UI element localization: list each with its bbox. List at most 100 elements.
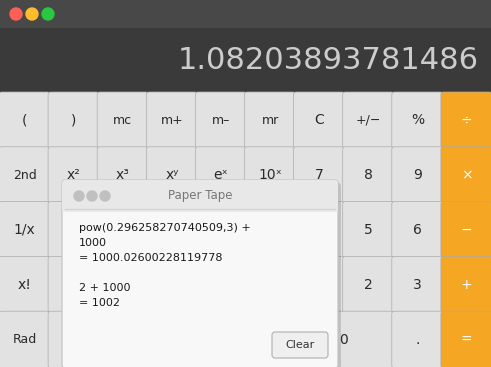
Text: 8: 8 (364, 168, 373, 182)
Bar (0, 0, 491, 28)
Text: .: . (415, 333, 419, 346)
Text: mc: mc (113, 114, 132, 127)
FancyBboxPatch shape (195, 201, 246, 258)
FancyBboxPatch shape (0, 257, 50, 313)
Text: pow(0.296258270740509,3) +: pow(0.296258270740509,3) + (79, 223, 251, 233)
FancyBboxPatch shape (48, 257, 99, 313)
FancyBboxPatch shape (392, 201, 443, 258)
Text: 4: 4 (315, 223, 324, 237)
Text: = 1000.02600228119778: = 1000.02600228119778 (79, 253, 222, 263)
FancyBboxPatch shape (195, 147, 246, 204)
FancyBboxPatch shape (62, 180, 338, 212)
Text: s: s (70, 333, 77, 346)
Text: xʸ: xʸ (165, 168, 179, 182)
Text: −: − (461, 223, 472, 237)
FancyBboxPatch shape (245, 92, 296, 149)
FancyBboxPatch shape (392, 257, 443, 313)
Text: x!: x! (18, 278, 31, 292)
Text: 2nd: 2nd (13, 169, 36, 182)
FancyBboxPatch shape (392, 92, 443, 149)
FancyBboxPatch shape (441, 311, 491, 367)
FancyBboxPatch shape (0, 311, 50, 367)
FancyBboxPatch shape (294, 201, 345, 258)
FancyBboxPatch shape (146, 92, 197, 149)
Text: 2: 2 (364, 278, 373, 292)
Bar (0, 28, 491, 93)
Bar (65, 183, 335, 209)
Text: m–: m– (212, 114, 230, 127)
FancyBboxPatch shape (441, 201, 491, 258)
FancyBboxPatch shape (65, 183, 341, 367)
Text: ): ) (71, 113, 76, 127)
FancyBboxPatch shape (97, 201, 148, 258)
Text: 1: 1 (315, 278, 324, 292)
FancyBboxPatch shape (441, 92, 491, 149)
FancyBboxPatch shape (0, 201, 50, 258)
Text: and: and (111, 333, 135, 346)
Text: mr: mr (261, 114, 279, 127)
Text: 10ˣ: 10ˣ (258, 168, 282, 182)
FancyBboxPatch shape (294, 311, 394, 367)
FancyBboxPatch shape (97, 311, 148, 367)
Text: ÷: ÷ (461, 113, 472, 127)
Text: log₁₀: log₁₀ (254, 223, 286, 237)
FancyBboxPatch shape (48, 147, 99, 204)
Text: x√y: x√y (159, 223, 185, 237)
Circle shape (100, 191, 110, 201)
Text: %: % (411, 113, 424, 127)
FancyBboxPatch shape (343, 201, 394, 258)
Circle shape (74, 191, 84, 201)
Text: 9: 9 (413, 168, 422, 182)
FancyBboxPatch shape (343, 92, 394, 149)
FancyBboxPatch shape (48, 311, 99, 367)
Text: 1.08203893781486: 1.08203893781486 (178, 46, 479, 75)
Text: 7: 7 (315, 168, 324, 182)
Circle shape (42, 8, 54, 20)
FancyBboxPatch shape (245, 147, 296, 204)
FancyBboxPatch shape (48, 201, 99, 258)
FancyBboxPatch shape (0, 92, 50, 149)
Text: 0: 0 (339, 333, 348, 346)
Text: ln: ln (215, 223, 227, 237)
Text: eˣ: eˣ (214, 168, 228, 182)
FancyBboxPatch shape (294, 92, 345, 149)
Text: 3√x: 3√x (110, 223, 136, 237)
Text: =: = (461, 333, 472, 346)
Circle shape (26, 8, 38, 20)
FancyBboxPatch shape (195, 92, 246, 149)
Text: 1000: 1000 (79, 238, 107, 248)
Text: s: s (70, 278, 77, 292)
FancyBboxPatch shape (294, 257, 345, 313)
Text: C: C (314, 113, 324, 127)
Text: = 1002: = 1002 (79, 298, 120, 308)
FancyBboxPatch shape (97, 147, 148, 204)
Text: 5: 5 (364, 223, 373, 237)
Text: Clear: Clear (285, 340, 315, 350)
Text: 2√x: 2√x (61, 223, 86, 237)
FancyBboxPatch shape (343, 147, 394, 204)
Circle shape (10, 8, 22, 20)
FancyBboxPatch shape (97, 92, 148, 149)
FancyBboxPatch shape (294, 147, 345, 204)
FancyBboxPatch shape (48, 92, 99, 149)
Text: x³: x³ (116, 168, 130, 182)
FancyBboxPatch shape (343, 257, 394, 313)
Text: EE: EE (114, 278, 132, 292)
Text: Rad: Rad (12, 333, 37, 346)
Text: +: + (461, 278, 472, 292)
Circle shape (87, 191, 97, 201)
Text: (: ( (22, 113, 27, 127)
FancyBboxPatch shape (245, 201, 296, 258)
FancyBboxPatch shape (146, 201, 197, 258)
FancyBboxPatch shape (441, 147, 491, 204)
FancyBboxPatch shape (392, 147, 443, 204)
Text: m+: m+ (161, 114, 183, 127)
Text: Paper Tape: Paper Tape (168, 189, 232, 203)
FancyBboxPatch shape (62, 180, 338, 367)
Text: 2 + 1000: 2 + 1000 (79, 283, 131, 293)
FancyBboxPatch shape (441, 257, 491, 313)
FancyBboxPatch shape (392, 311, 443, 367)
FancyBboxPatch shape (146, 147, 197, 204)
FancyBboxPatch shape (0, 147, 50, 204)
FancyBboxPatch shape (97, 257, 148, 313)
